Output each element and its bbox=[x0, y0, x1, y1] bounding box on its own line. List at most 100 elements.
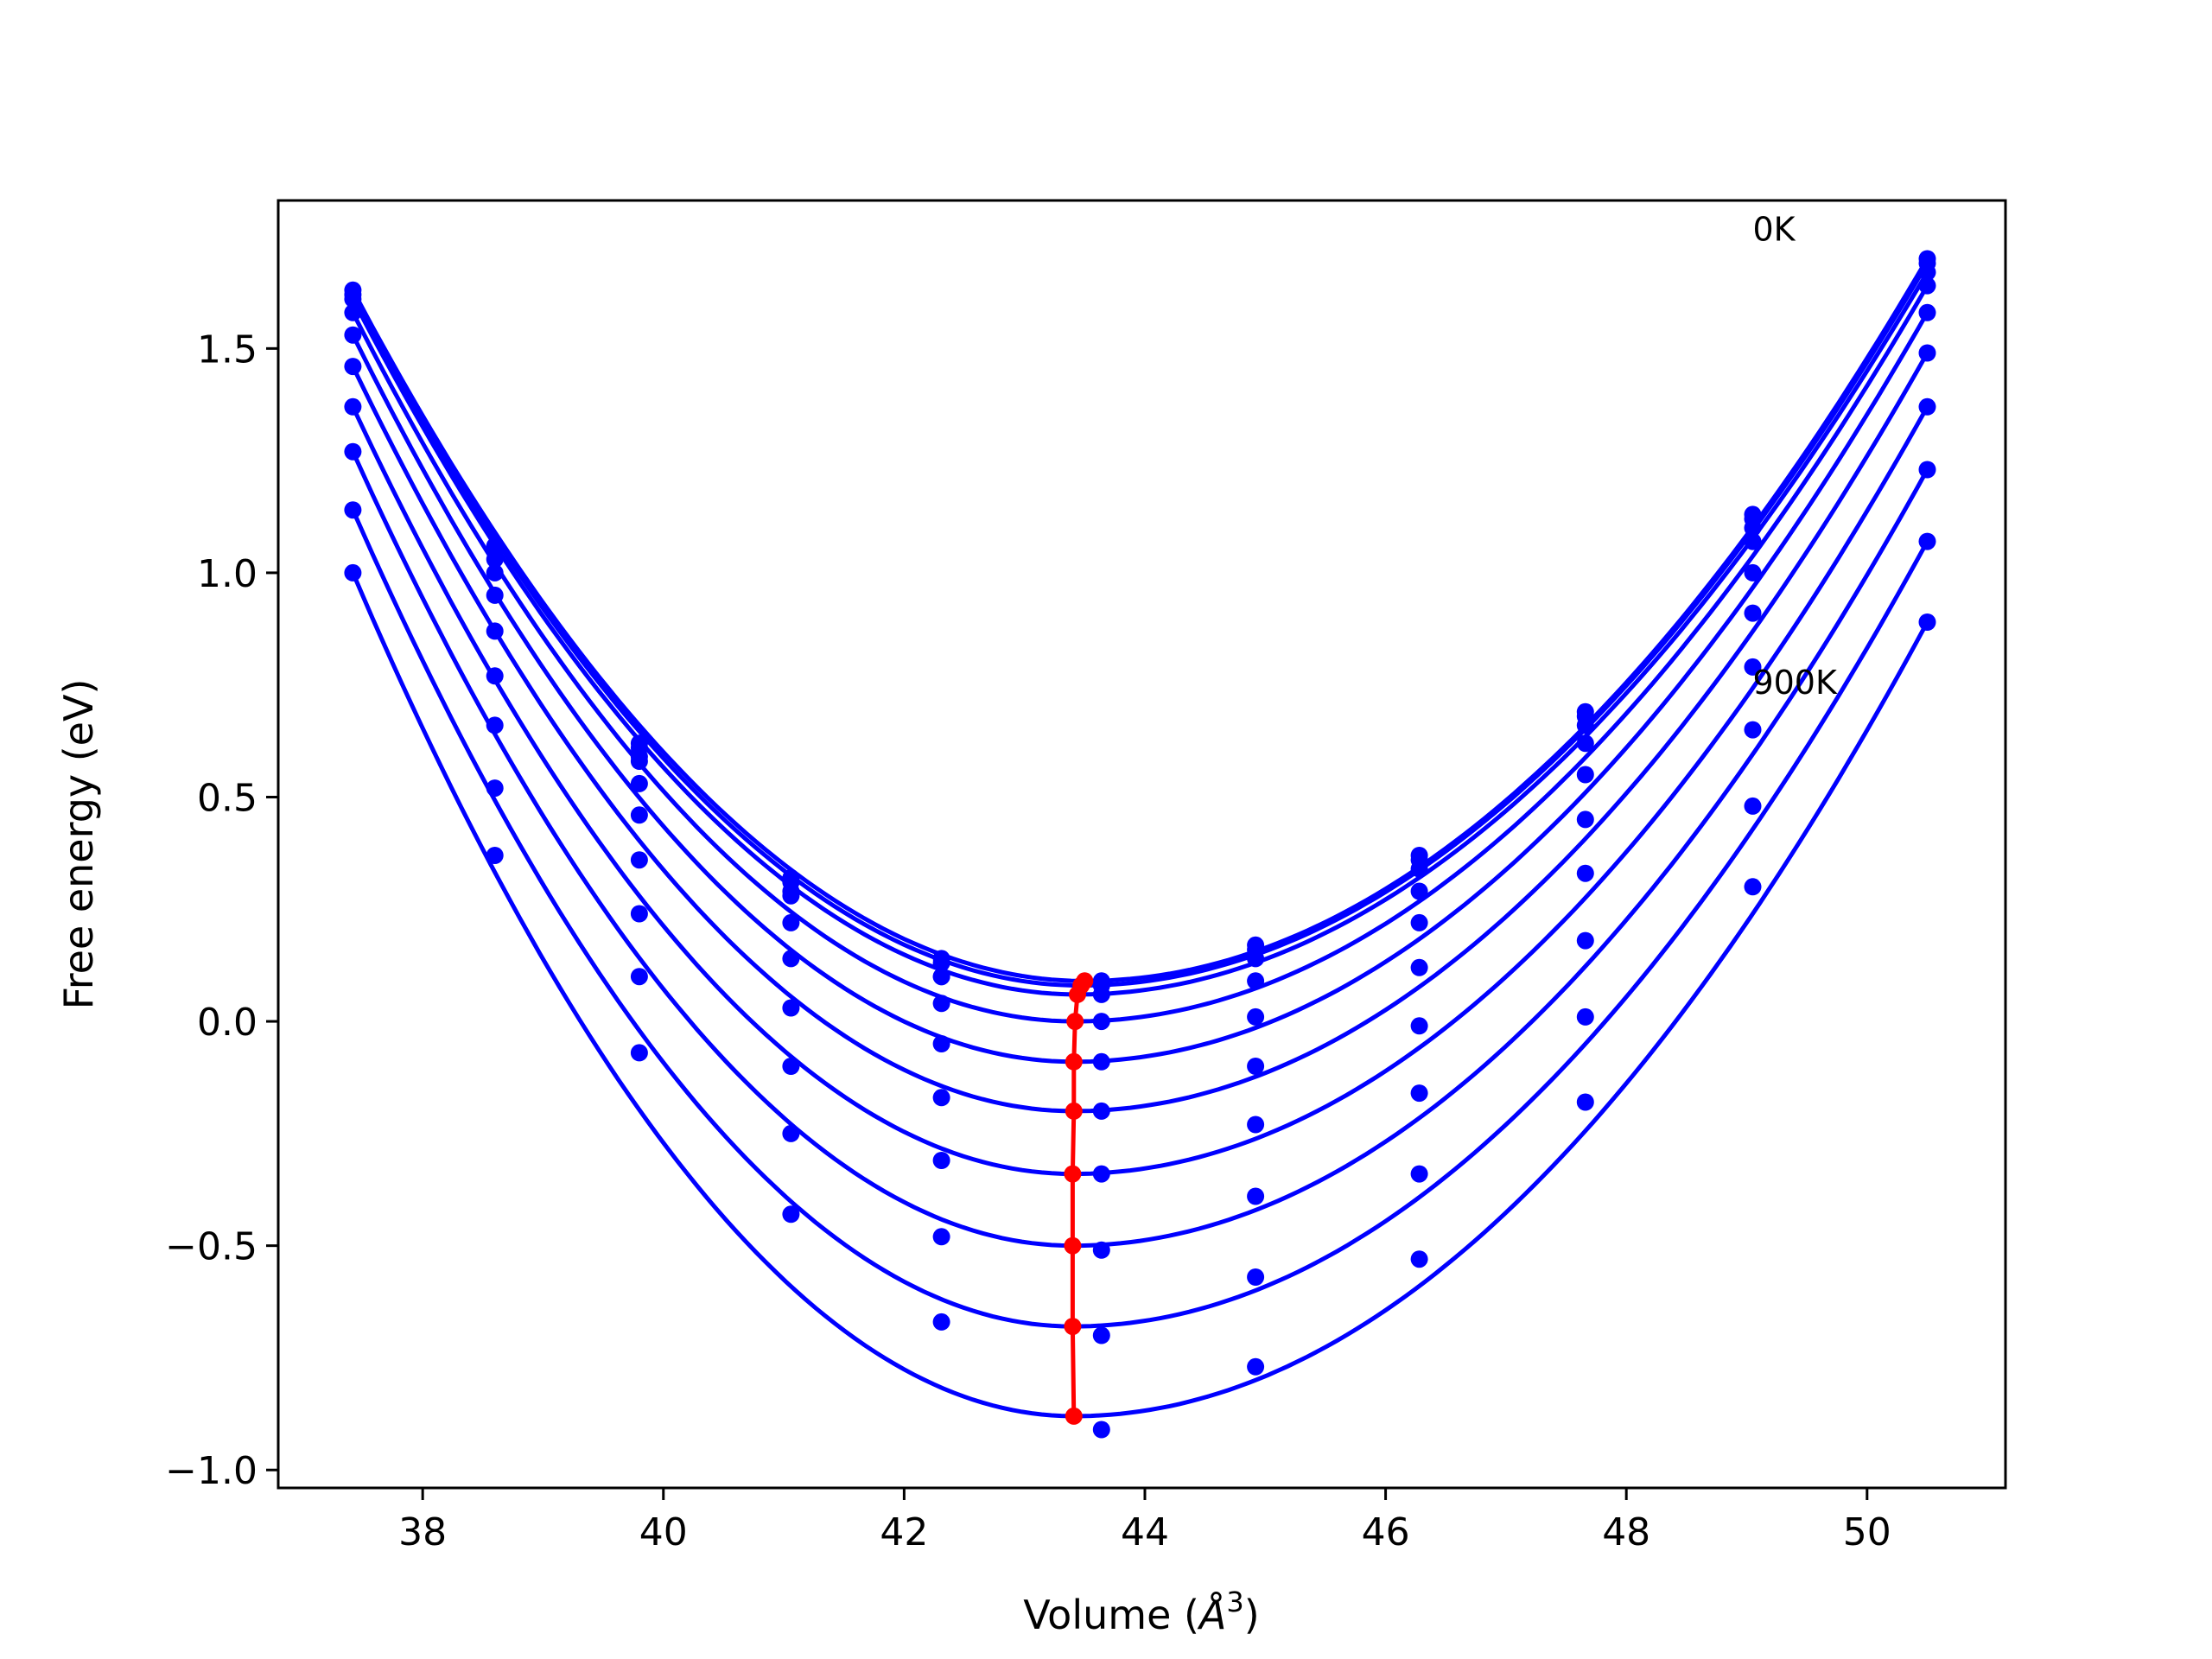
data-point bbox=[1410, 860, 1428, 878]
minimum-point bbox=[1069, 985, 1086, 1003]
curve-annotation: 900K bbox=[1752, 664, 1838, 702]
data-point bbox=[1410, 1017, 1428, 1035]
data-point bbox=[1247, 1058, 1265, 1075]
y-tick-label: −1.0 bbox=[165, 1449, 257, 1493]
x-axis-label-text: Volume ( bbox=[1023, 1592, 1199, 1638]
x-axis-label-exponent: 3 bbox=[1226, 1586, 1243, 1618]
data-points bbox=[344, 250, 1936, 1439]
data-point bbox=[1576, 810, 1594, 829]
data-point bbox=[1918, 532, 1936, 550]
data-point bbox=[1576, 931, 1594, 950]
data-point bbox=[1744, 658, 1762, 676]
data-point bbox=[782, 999, 800, 1017]
data-point bbox=[782, 887, 800, 905]
y-tick-label: 0.0 bbox=[197, 1001, 257, 1045]
data-point bbox=[1576, 766, 1594, 784]
fit-curve-2 bbox=[351, 262, 1929, 988]
data-point bbox=[1918, 613, 1936, 631]
data-point bbox=[782, 1124, 800, 1142]
minimum-point bbox=[1064, 1236, 1082, 1255]
minimum-point bbox=[1065, 1102, 1083, 1120]
data-point bbox=[344, 326, 362, 344]
x-axis-label: Volume (Å3) bbox=[1023, 1586, 1259, 1638]
data-point bbox=[486, 779, 504, 798]
x-tick-label: 40 bbox=[639, 1510, 688, 1554]
data-point bbox=[1247, 1357, 1265, 1376]
data-point bbox=[344, 501, 362, 519]
curve-annotation: 0K bbox=[1752, 211, 1796, 249]
x-tick-label: 46 bbox=[1362, 1510, 1410, 1554]
data-point bbox=[630, 905, 648, 923]
data-point bbox=[1092, 1052, 1110, 1071]
data-point bbox=[1247, 1007, 1265, 1026]
x-axis-ticks: 38 40 42 44 46 48 50 bbox=[398, 1488, 1891, 1554]
data-point bbox=[630, 851, 648, 869]
data-point bbox=[1247, 972, 1265, 990]
data-point bbox=[344, 397, 362, 416]
data-point bbox=[344, 442, 362, 461]
data-point bbox=[1918, 397, 1936, 416]
data-point bbox=[1576, 1007, 1594, 1026]
minimum-point bbox=[1064, 1165, 1082, 1183]
data-point bbox=[1410, 1250, 1428, 1268]
data-point bbox=[344, 358, 362, 376]
x-tick-label: 44 bbox=[1121, 1510, 1169, 1554]
data-point bbox=[1744, 797, 1762, 815]
minimum-point bbox=[1065, 1407, 1083, 1425]
data-point bbox=[1247, 1187, 1265, 1205]
data-point bbox=[486, 586, 504, 604]
data-point bbox=[486, 847, 504, 864]
data-point bbox=[782, 950, 800, 968]
data-point bbox=[1410, 1084, 1428, 1103]
data-point bbox=[932, 995, 950, 1013]
fit-curve-3 bbox=[351, 270, 1929, 997]
data-point bbox=[344, 563, 362, 582]
data-point bbox=[1247, 1268, 1265, 1286]
data-point bbox=[932, 954, 950, 972]
data-point bbox=[630, 1044, 648, 1062]
data-point bbox=[1918, 276, 1936, 295]
data-point bbox=[1744, 563, 1762, 582]
data-point bbox=[486, 667, 504, 685]
data-point bbox=[1092, 1326, 1110, 1344]
minimum-point bbox=[1064, 1318, 1082, 1336]
data-point bbox=[1410, 958, 1428, 976]
fit-curve-10 bbox=[351, 571, 1929, 1419]
fit-curve-7 bbox=[351, 405, 1929, 1177]
data-point bbox=[486, 563, 504, 582]
data-point bbox=[1744, 519, 1762, 537]
data-point bbox=[1247, 950, 1265, 968]
data-point bbox=[1744, 532, 1762, 550]
data-point bbox=[1918, 344, 1936, 362]
data-point bbox=[932, 1228, 950, 1246]
data-point bbox=[630, 968, 648, 986]
fit-curve-9 bbox=[351, 509, 1929, 1329]
data-point bbox=[932, 1313, 950, 1331]
data-point bbox=[1092, 1241, 1110, 1259]
data-point bbox=[486, 622, 504, 640]
data-point bbox=[1410, 1165, 1428, 1183]
data-point bbox=[932, 1035, 950, 1052]
x-tick-label: 38 bbox=[398, 1510, 447, 1554]
data-point bbox=[1918, 461, 1936, 479]
data-point bbox=[1918, 303, 1936, 321]
plot-frame bbox=[276, 199, 2007, 1490]
y-tick-label: 1.5 bbox=[197, 327, 257, 372]
data-point bbox=[932, 1152, 950, 1169]
y-tick-label: 0.5 bbox=[197, 776, 257, 820]
data-point bbox=[1092, 985, 1110, 1003]
data-point bbox=[1576, 734, 1594, 753]
data-point bbox=[486, 550, 504, 569]
fit-curve-6 bbox=[351, 352, 1929, 1114]
y-tick-label: 1.0 bbox=[197, 552, 257, 596]
data-point bbox=[1092, 1421, 1110, 1439]
data-point bbox=[344, 303, 362, 321]
data-point bbox=[630, 774, 648, 792]
y-axis-ticks: −1.0 −0.5 0.0 0.5 1.0 1.5 bbox=[165, 327, 278, 1493]
data-point bbox=[782, 1205, 800, 1224]
x-axis-label-symbol: Å bbox=[1197, 1592, 1226, 1638]
minimum-path bbox=[1064, 972, 1094, 1425]
x-axis-label-close: ) bbox=[1244, 1592, 1260, 1638]
minimum-point bbox=[1066, 1013, 1084, 1031]
